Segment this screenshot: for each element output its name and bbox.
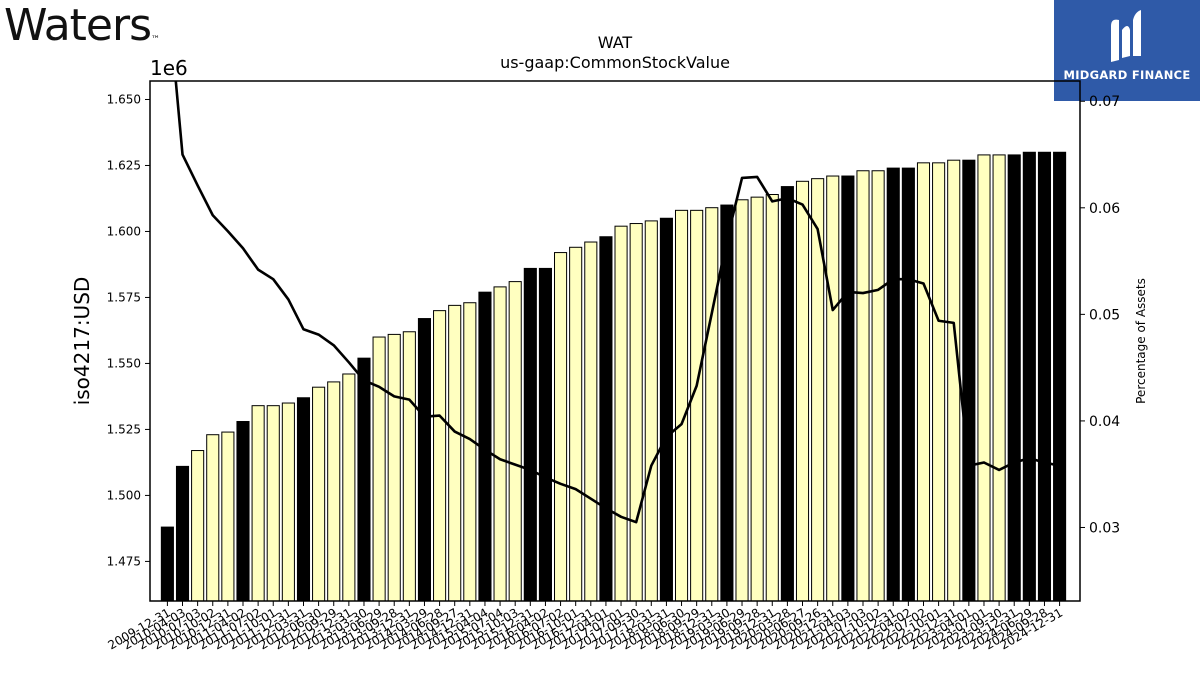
y-tick-label: 1.575 <box>107 290 141 304</box>
chart-title: WAT <box>598 33 633 52</box>
y2-tick-label: 0.03 <box>1089 520 1120 536</box>
bar <box>856 170 870 601</box>
midgard-brand-text: MIDGARD FINANCE <box>1063 68 1191 82</box>
waters-logo: Waters™ <box>4 0 160 52</box>
bar <box>780 186 794 601</box>
bar <box>266 405 280 601</box>
bar <box>296 397 311 601</box>
bar <box>191 450 205 601</box>
bar <box>826 175 840 601</box>
bar <box>281 402 295 601</box>
axes: 1.475 1.500 1.525 1.550 1.575 1.600 1.625 1.650… <box>105 80 1120 652</box>
bar <box>644 220 658 601</box>
y-tick-label: 1.525 <box>107 422 141 436</box>
bar <box>811 178 825 601</box>
bar <box>901 167 915 601</box>
bar <box>750 196 764 601</box>
bar <box>947 159 961 601</box>
y-tick-label: 1.625 <box>107 158 141 172</box>
midgard-emblem-icon <box>1111 10 1141 63</box>
bar <box>690 209 704 601</box>
y2-tick-label: 0.04 <box>1089 414 1120 430</box>
bar <box>659 217 673 601</box>
bar <box>433 310 447 601</box>
bar <box>221 431 235 601</box>
bar <box>554 252 568 601</box>
bar <box>251 405 265 601</box>
bar <box>1053 151 1067 601</box>
bar <box>1037 151 1052 601</box>
y-tick-label: 1.650 <box>107 92 141 106</box>
bar <box>448 304 462 601</box>
bar <box>614 225 628 601</box>
bar <box>629 223 643 601</box>
bar <box>674 209 689 601</box>
bar <box>795 180 810 601</box>
bar <box>160 526 174 601</box>
bar <box>387 333 401 601</box>
bar <box>932 162 946 601</box>
bar <box>1022 151 1036 601</box>
percentage-line <box>174 81 1060 524</box>
bar <box>372 336 386 601</box>
y-tick-label: 1.600 <box>107 224 141 238</box>
bar-series <box>160 151 1067 601</box>
line-series <box>174 81 1060 524</box>
bar <box>175 465 190 601</box>
bar <box>992 154 1006 601</box>
trademark-mark: ™ <box>151 35 160 45</box>
y-tick-label: 1.475 <box>107 554 141 568</box>
y-axis-label: iso4217:USD <box>70 277 94 406</box>
chart-subtitle: us-gaap:CommonStockValue <box>500 53 730 72</box>
bar <box>584 241 598 601</box>
bar <box>705 207 719 601</box>
y2-tick-label: 0.06 <box>1089 201 1120 217</box>
bar <box>962 159 976 601</box>
bar <box>599 236 613 601</box>
bar <box>312 386 326 601</box>
bar <box>538 267 552 601</box>
y2-tick-label: 0.05 <box>1089 307 1120 323</box>
bar <box>735 199 749 601</box>
y-tick-label: 1.550 <box>107 356 141 370</box>
bar <box>493 286 507 601</box>
bar <box>417 318 432 601</box>
bar <box>402 331 416 601</box>
bar <box>720 204 734 601</box>
bar <box>357 357 371 601</box>
bar <box>977 154 991 601</box>
bar <box>871 170 885 601</box>
plot-frame <box>149 80 1081 602</box>
bar <box>206 434 220 601</box>
bar <box>1007 154 1021 601</box>
bar <box>841 175 855 601</box>
bar <box>236 421 250 601</box>
waters-logo-text: Waters <box>4 0 152 51</box>
y-offset-label: 1e6 <box>150 56 188 80</box>
midgard-finance-logo: MIDGARD FINANCE <box>1054 0 1200 101</box>
bar <box>916 162 931 601</box>
bar <box>523 267 537 601</box>
y2-tick-label: 0.07 <box>1089 94 1120 110</box>
y-tick-label: 1.500 <box>107 488 141 502</box>
bar <box>342 373 356 601</box>
bar <box>569 246 583 601</box>
bar <box>886 167 900 601</box>
y2-axis-label: Percentage of Assets <box>1134 278 1148 404</box>
bar <box>327 381 341 601</box>
bar <box>765 194 779 601</box>
bar <box>463 302 477 601</box>
bar <box>508 281 522 601</box>
